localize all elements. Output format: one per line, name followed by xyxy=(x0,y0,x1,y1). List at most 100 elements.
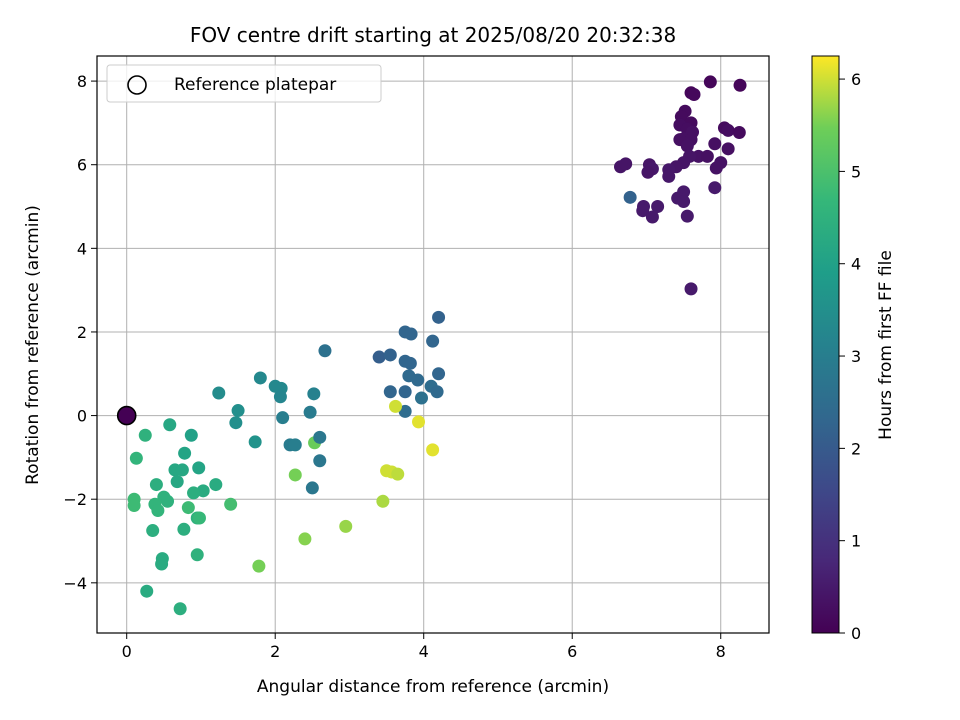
x-tick-label: 2 xyxy=(270,642,280,661)
data-point xyxy=(253,371,267,385)
data-point xyxy=(212,386,226,400)
data-point xyxy=(651,200,665,214)
data-point xyxy=(288,468,302,482)
colorbar: 0 1 2 3 4 5 6 Hours from first FF file xyxy=(811,55,896,643)
x-axis-label: Angular distance from reference (arcmin) xyxy=(257,677,609,697)
colorbar-gradient xyxy=(811,55,840,634)
legend-entry-label: Reference platepar xyxy=(174,75,336,95)
data-point xyxy=(414,391,428,405)
data-point xyxy=(209,478,223,492)
data-point xyxy=(178,446,192,460)
x-tick-label: 6 xyxy=(567,642,577,661)
data-point xyxy=(703,75,717,89)
data-point xyxy=(687,87,701,101)
colorbar-label: Hours from first FF file xyxy=(876,250,896,440)
data-point xyxy=(376,494,390,508)
data-point xyxy=(709,161,723,175)
data-point xyxy=(700,149,714,163)
data-point xyxy=(313,430,327,444)
legend: Reference platepar xyxy=(106,64,382,103)
data-point xyxy=(231,404,245,418)
x-tick-label: 0 xyxy=(122,642,132,661)
colorbar-tick-label: 1 xyxy=(851,532,861,551)
data-point xyxy=(403,356,417,370)
data-point xyxy=(677,195,691,209)
data-point xyxy=(662,169,676,183)
data-point xyxy=(273,390,287,404)
data-point xyxy=(684,282,698,296)
data-point xyxy=(383,385,397,399)
chart-title: FOV centre drift starting at 2025/08/20 … xyxy=(190,23,676,47)
data-point xyxy=(680,209,694,223)
data-point xyxy=(383,348,397,362)
data-point xyxy=(619,157,633,171)
data-point xyxy=(229,416,243,430)
data-point xyxy=(426,334,440,348)
data-point xyxy=(398,404,412,418)
data-point xyxy=(161,494,175,508)
data-point xyxy=(177,522,191,536)
data-point xyxy=(339,519,353,533)
colorbar-tick-label: 5 xyxy=(851,162,861,181)
data-point xyxy=(432,310,446,324)
legend-reference-marker xyxy=(127,75,147,95)
data-point xyxy=(412,415,426,429)
data-point xyxy=(641,165,655,179)
legend-box xyxy=(106,64,382,103)
plot-area-frame xyxy=(96,55,770,634)
data-point xyxy=(192,461,206,475)
x-tick-label: 4 xyxy=(419,642,429,661)
reference-point-marker xyxy=(116,405,137,426)
data-point xyxy=(645,210,659,224)
data-point xyxy=(252,559,266,573)
y-tick-label: 2 xyxy=(77,323,87,342)
data-point xyxy=(721,142,735,156)
data-point xyxy=(305,481,319,495)
data-point xyxy=(389,399,403,413)
data-point xyxy=(303,405,317,419)
data-point xyxy=(404,327,418,341)
colorbar-tick-label: 2 xyxy=(851,439,861,458)
data-point xyxy=(151,503,165,517)
colorbar-tick-label: 4 xyxy=(851,255,861,274)
colorbar-ticks: 0 1 2 3 4 5 6 xyxy=(839,70,861,643)
data-point xyxy=(298,532,312,546)
data-point xyxy=(140,584,154,598)
data-point xyxy=(184,428,198,442)
data-point xyxy=(190,548,204,562)
data-point xyxy=(318,344,332,358)
data-point xyxy=(276,411,290,425)
data-point xyxy=(623,190,637,204)
data-point xyxy=(636,204,650,218)
data-point xyxy=(129,451,143,465)
data-point xyxy=(721,123,735,137)
data-point xyxy=(372,350,386,364)
data-point xyxy=(248,435,262,449)
data-point xyxy=(155,557,169,571)
data-points xyxy=(116,75,747,616)
y-tick-label: 8 xyxy=(77,72,87,91)
data-point xyxy=(187,486,201,500)
y-tick-label: −4 xyxy=(63,574,87,593)
colorbar-tick-label: 3 xyxy=(851,347,861,366)
data-point xyxy=(196,484,210,498)
colorbar-tick-label: 0 xyxy=(851,624,861,643)
y-tick-label: −2 xyxy=(63,490,87,509)
colorbar-tick-label: 6 xyxy=(851,70,861,89)
data-point xyxy=(691,149,705,163)
data-point xyxy=(181,501,195,515)
data-point xyxy=(175,463,189,477)
data-point xyxy=(708,137,722,151)
data-point xyxy=(313,454,327,468)
data-point xyxy=(411,373,425,387)
data-point xyxy=(138,428,152,442)
y-axis-label: Rotation from reference (arcmin) xyxy=(23,205,43,485)
data-point xyxy=(224,497,238,511)
data-point xyxy=(733,78,747,92)
data-point xyxy=(149,478,163,492)
x-tick-label: 8 xyxy=(716,642,726,661)
data-point xyxy=(127,498,141,512)
data-point xyxy=(391,467,405,481)
y-tick-label: 0 xyxy=(77,407,87,426)
